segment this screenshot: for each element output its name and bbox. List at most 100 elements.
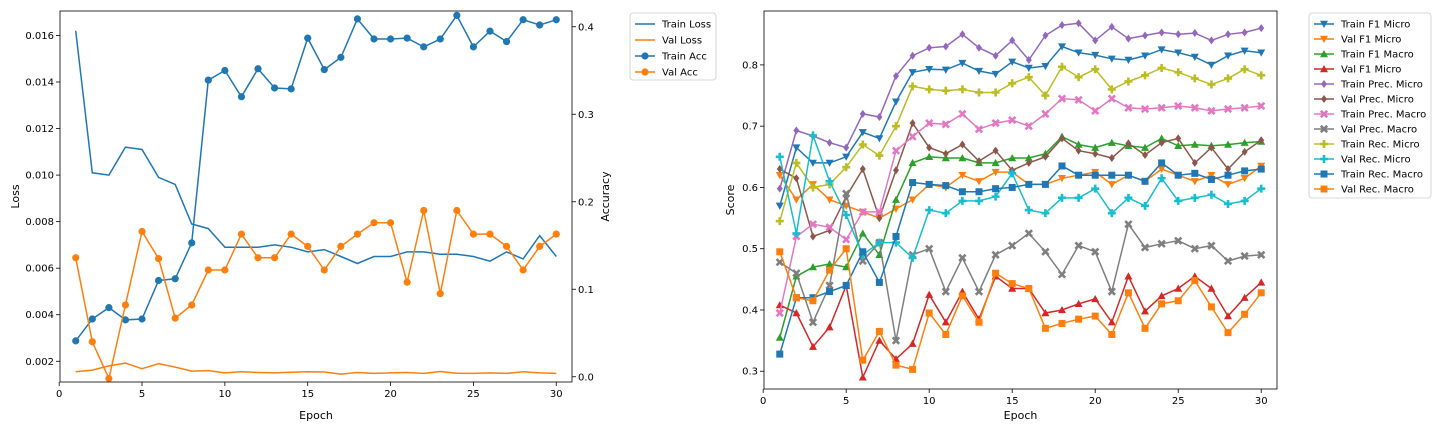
chart1-data-point [1191, 158, 1198, 167]
chart0-data-point [486, 230, 494, 238]
chart1-data-point [908, 69, 917, 77]
chart0-series-line [75, 13, 557, 342]
score-chart: 0 5 10 15 20 25 30 0.3 0.4 0.5 0.6 0.7 0.8 Epoch Score… [724, 10, 1432, 422]
chart0-data-point [138, 315, 146, 323]
chart1-data-point [1058, 43, 1067, 51]
chart0-legend-marker [641, 68, 649, 76]
chart1-series-line [779, 45, 1262, 207]
chart1-data-point [1191, 29, 1198, 38]
chart1-data-point [1108, 22, 1115, 31]
chart1-data-point [1107, 94, 1116, 103]
chart1-data-point [1142, 150, 1149, 159]
chart1-legend-label: Val Prec. Macro [1341, 125, 1417, 136]
chart1-data-point [1207, 284, 1216, 292]
chart0-x-tick-label: 10 [219, 389, 232, 400]
chart1-data-point [909, 365, 917, 373]
chart1-data-point [942, 182, 950, 190]
chart1-data-point [908, 82, 917, 91]
chart1-data-point [974, 178, 983, 186]
chart1-data-point [1075, 19, 1082, 28]
chart0-data-point [105, 374, 113, 383]
chart1-data-point [1124, 103, 1133, 112]
chart1-data-point [941, 66, 950, 74]
chart1-legend-marker [1321, 80, 1327, 88]
chart1-data-point [1207, 303, 1215, 311]
chart1-data-point [909, 179, 917, 187]
chart1-data-point [1092, 36, 1099, 45]
chart1-data-point [925, 180, 933, 188]
chart0-data-point [536, 21, 544, 29]
chart0-data-point [453, 11, 461, 19]
chart1-data-point [991, 158, 1000, 167]
chart1-x-tick-label: 0 [760, 396, 766, 407]
chart1-data-point [1240, 196, 1249, 205]
chart1-data-point [1057, 94, 1067, 103]
chart0-data-point [287, 230, 295, 238]
chart0-series-line [74, 30, 557, 265]
chart1-data-point [1041, 62, 1050, 71]
chart1-data-point [892, 166, 899, 175]
chart0-data-point [403, 278, 411, 286]
chart1-data-point [808, 263, 817, 271]
chart1-data-point [992, 269, 1000, 277]
chart1-data-point [1024, 73, 1033, 82]
chart1-data-point [974, 88, 983, 97]
chart1-data-point [1174, 284, 1183, 292]
chart1-data-point [958, 188, 966, 196]
chart1-legend-label: Train F1 Micro [1340, 20, 1410, 31]
chart1-data-point [891, 98, 900, 106]
chart1-legend-marker [1320, 50, 1328, 58]
chart1-data-point [1008, 183, 1016, 191]
chart0-y-left-tick-label: 0.012 [25, 124, 54, 135]
chart1-data-point [1125, 34, 1132, 43]
chart1-y-axis-label: Score [724, 184, 737, 215]
chart1-legend-label: Train Rec. Micro [1340, 140, 1420, 151]
chart1-data-point [858, 229, 867, 237]
chart1-data-point [825, 281, 834, 290]
chart1-data-point [776, 248, 784, 256]
chart1-data-point [1224, 312, 1233, 320]
chart1-data-point [1191, 169, 1199, 177]
chart0-y-left-tick-label: 0.016 [25, 31, 54, 42]
chart1-data-point [1224, 140, 1233, 148]
chart1-data-point [1074, 241, 1083, 250]
chart1-data-point [909, 51, 916, 60]
chart1-series-9 [775, 131, 1266, 262]
chart1-data-point [858, 256, 867, 266]
chart0-y-right-axis-label: Accuracy [599, 171, 612, 222]
chart1-data-point [1058, 305, 1067, 314]
chart1-data-point [1041, 180, 1049, 188]
chart1-x-tick-label: 5 [843, 396, 849, 407]
chart0-data-point [221, 66, 229, 75]
chart1-legend-marker [1319, 109, 1329, 119]
chart1-data-point [1124, 171, 1132, 179]
chart0-data-point [171, 314, 179, 322]
chart1-data-point [908, 132, 917, 141]
chart1-data-point [825, 223, 834, 232]
chart1-data-point [1157, 174, 1166, 183]
chart1-data-point [1124, 193, 1133, 202]
chart1-data-point [1092, 149, 1099, 158]
chart1-legend-marker [1320, 155, 1328, 163]
chart1-x-tick-label: 10 [923, 396, 936, 407]
chart0-data-point [320, 266, 328, 274]
chart0-data-point [337, 242, 345, 250]
chart0-x-tick-label: 25 [467, 389, 480, 400]
chart1-y-tick-label: 0.6 [742, 183, 758, 194]
chart1-series-2 [775, 132, 1266, 341]
chart1-data-point [792, 269, 801, 278]
chart1-y-tick-label: 0.8 [742, 60, 758, 71]
chart1-data-point [808, 318, 818, 327]
chart1-data-point [809, 232, 816, 241]
chart0-legend-marker [641, 52, 649, 60]
chart1-data-point [1257, 250, 1266, 259]
chart0-data-point [469, 43, 478, 51]
chart1-data-point [808, 183, 817, 192]
chart1-data-point [775, 258, 784, 267]
chart1-data-point [925, 66, 934, 74]
chart1-legend-box [1308, 12, 1432, 199]
chart1-data-point [942, 330, 950, 338]
chart1-data-point [1190, 74, 1199, 83]
chart1-data-point [1240, 293, 1249, 301]
chart0-legend-label: Val Loss [662, 36, 702, 47]
